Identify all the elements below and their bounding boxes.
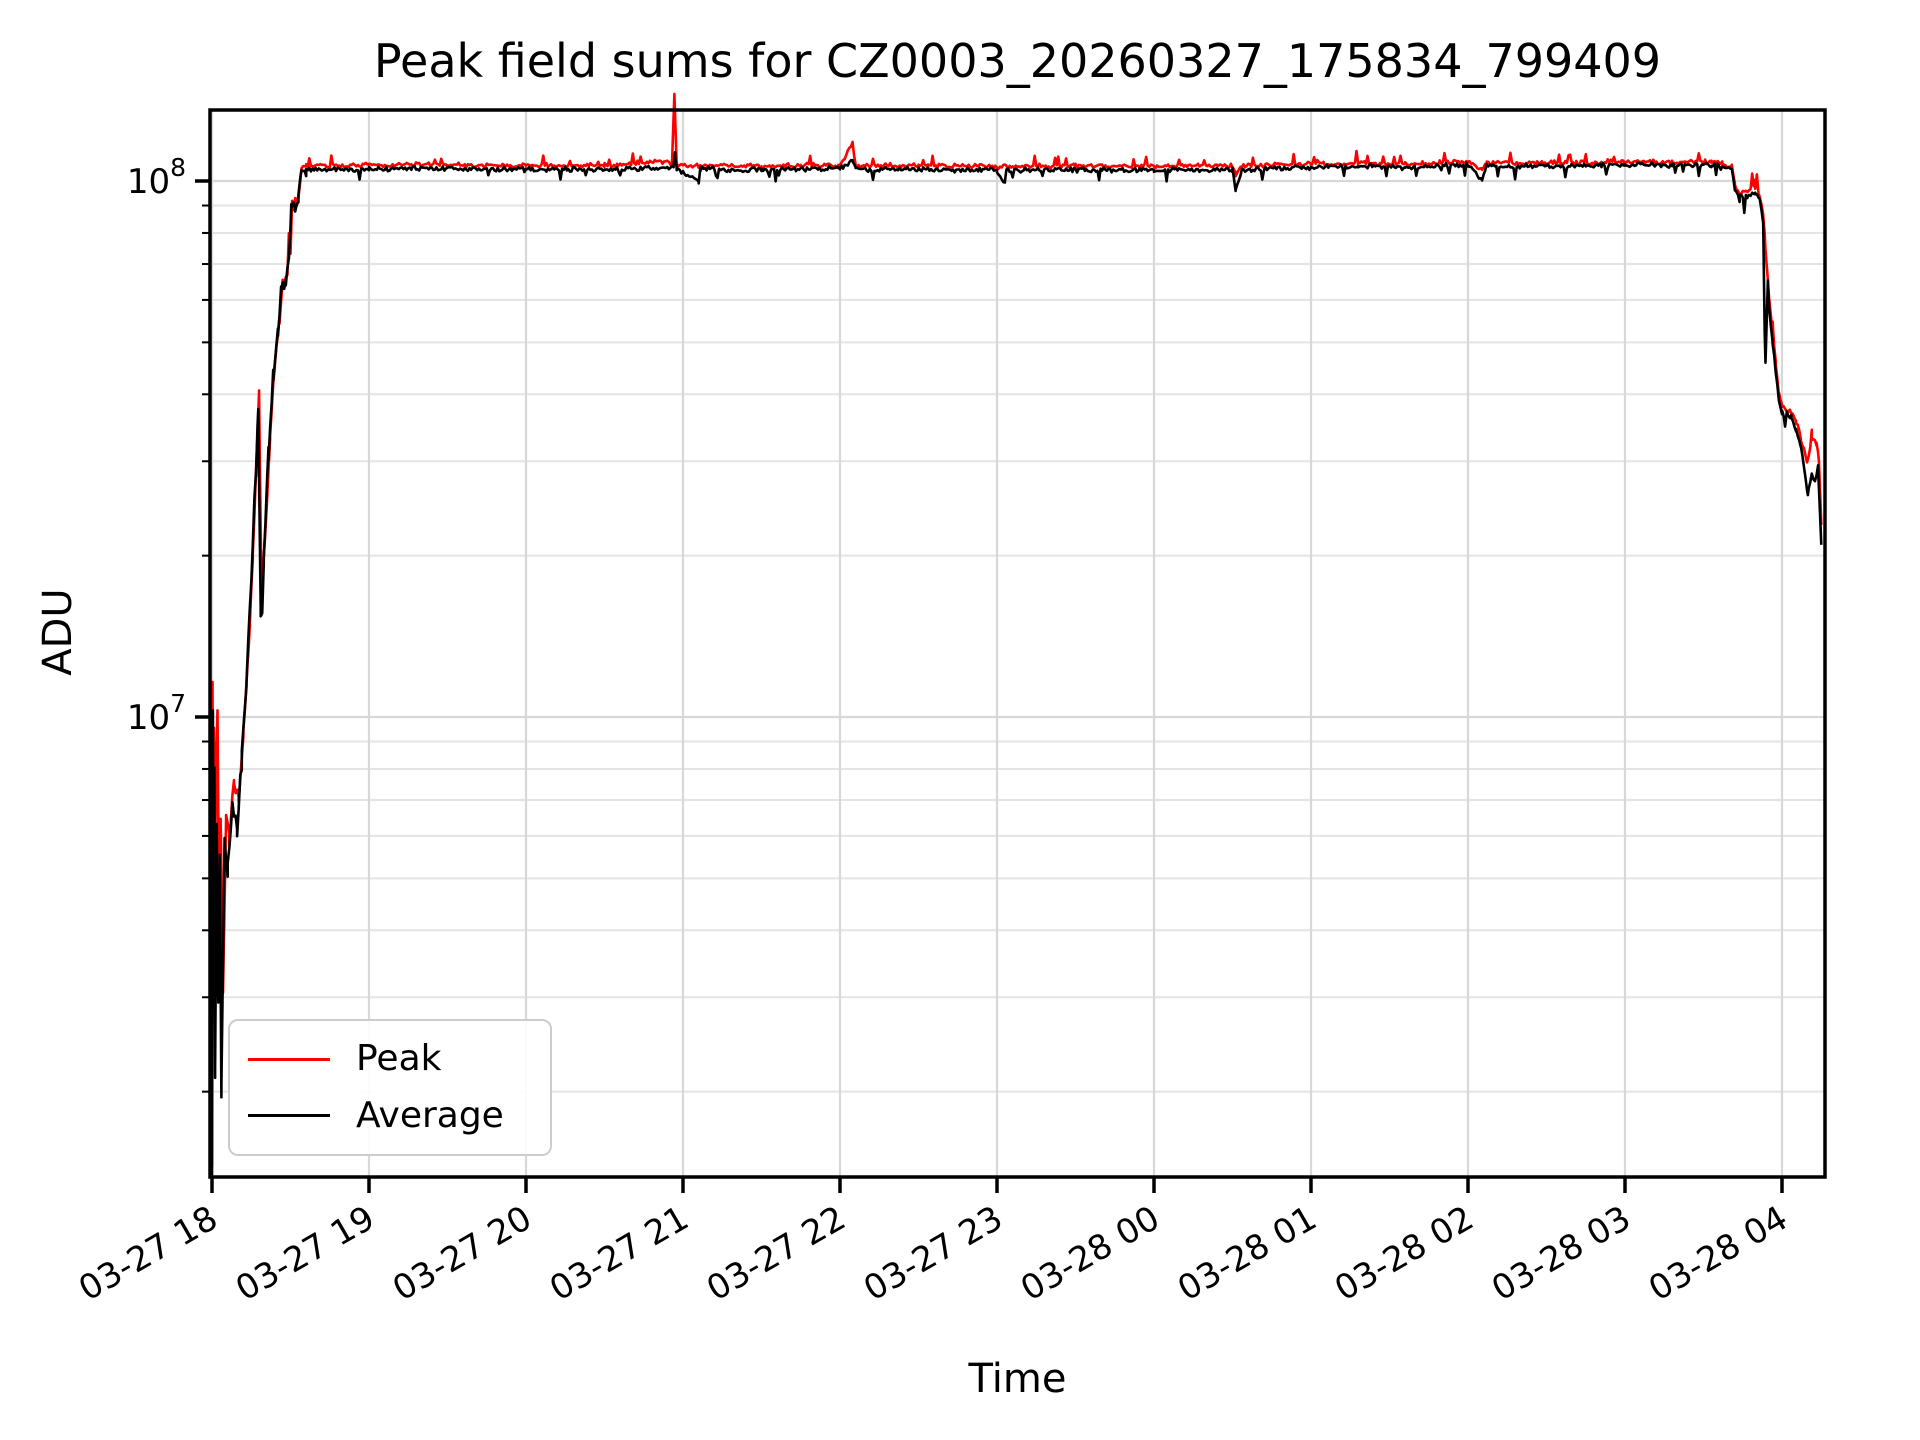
x-axis-label: Time (968, 1356, 1067, 1402)
legend-entry-average: Average (248, 1094, 532, 1136)
legend-line-sample-peak (248, 1057, 330, 1061)
x-tick-label: 03-28 04 (1642, 1198, 1794, 1309)
x-tick-label: 03-27 21 (543, 1198, 695, 1309)
x-tick-label: 03-28 03 (1485, 1198, 1637, 1309)
legend-entry-peak: Peak (248, 1041, 532, 1077)
chart-title: Peak field sums for CZ0003_20260327_1758… (373, 34, 1662, 88)
legend: Peak Average (228, 1019, 552, 1156)
x-tick-label: 03-27 18 (72, 1198, 224, 1309)
x-tick-label: 03-27 20 (386, 1198, 538, 1309)
x-tick-label: 03-27 23 (857, 1198, 1009, 1309)
y-tick-label: 108 (127, 153, 186, 202)
y-tick-label: 107 (127, 689, 186, 738)
legend-label-average: Average (356, 1094, 504, 1136)
x-tick-label: 03-28 01 (1171, 1198, 1323, 1309)
series-line-average (210, 151, 1823, 1179)
axes-spines (208, 108, 1827, 1179)
y-axis-label: ADU (35, 588, 81, 676)
x-tick-label: 03-28 00 (1014, 1198, 1166, 1309)
x-tick-label: 03-27 22 (700, 1198, 852, 1309)
x-tick-label: 03-28 02 (1328, 1198, 1480, 1309)
legend-label-peak: Peak (356, 1038, 442, 1080)
series-line-peak (210, 92, 1823, 1167)
legend-line-sample-average (248, 1114, 330, 1118)
x-tick-label: 03-27 19 (229, 1198, 381, 1309)
